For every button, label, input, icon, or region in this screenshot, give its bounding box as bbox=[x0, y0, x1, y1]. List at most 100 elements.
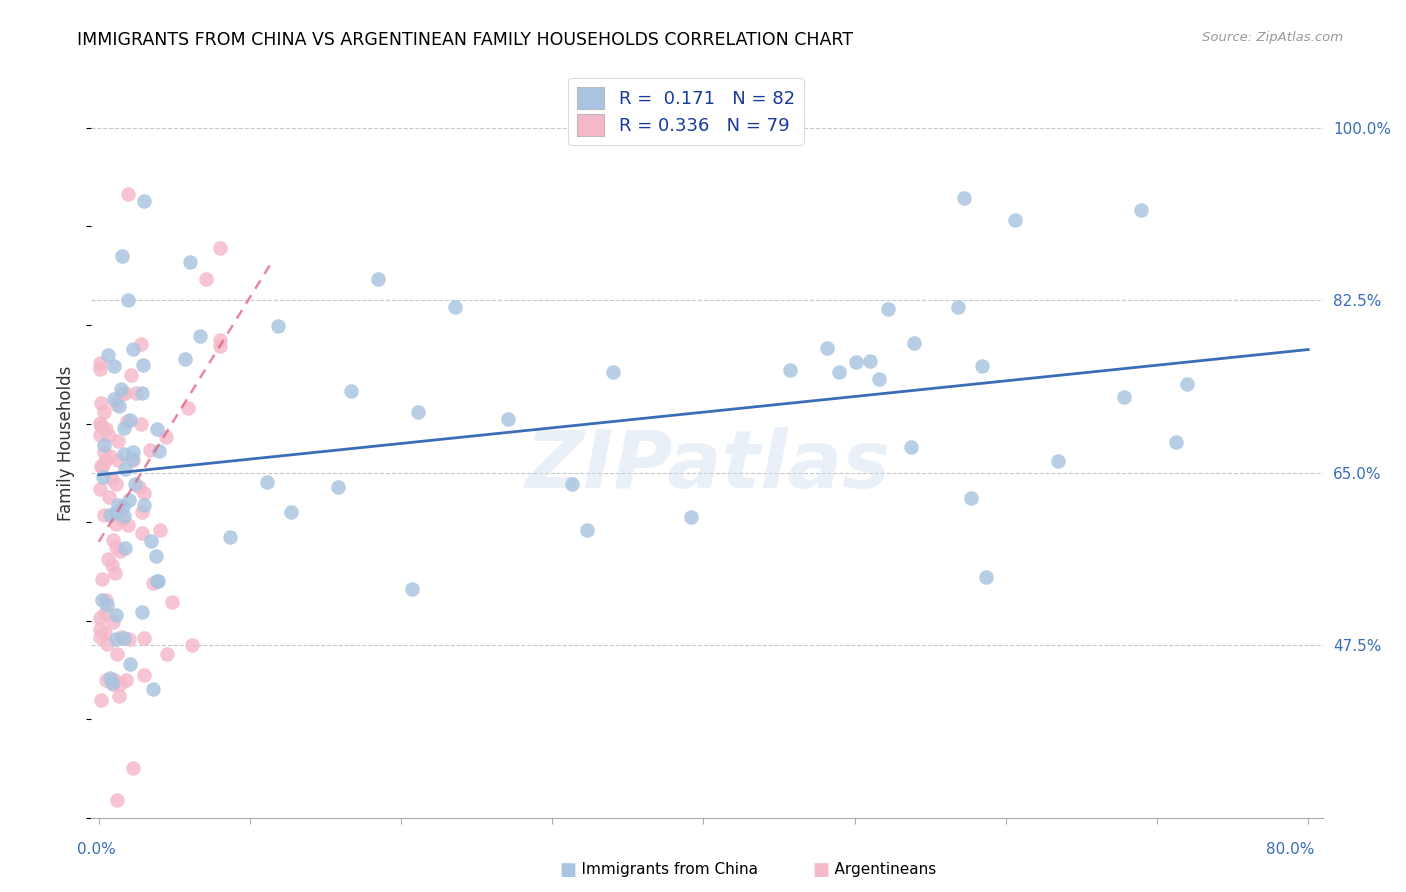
Point bbox=[208, 242, 231, 256]
Point bbox=[108, 544, 131, 558]
Point bbox=[406, 405, 429, 419]
Point bbox=[105, 607, 128, 622]
Point bbox=[105, 647, 128, 661]
Point bbox=[98, 429, 121, 443]
Point bbox=[89, 356, 111, 370]
Text: Argentineans: Argentineans bbox=[815, 863, 936, 877]
Point bbox=[256, 475, 278, 490]
Point bbox=[138, 442, 160, 457]
Point bbox=[953, 191, 976, 205]
Point bbox=[900, 441, 922, 455]
Point bbox=[155, 430, 177, 444]
Point bbox=[94, 453, 117, 467]
Point bbox=[131, 385, 153, 400]
Point bbox=[101, 615, 124, 629]
Point bbox=[120, 412, 142, 426]
Point bbox=[101, 676, 124, 690]
Point bbox=[148, 444, 170, 458]
Point bbox=[181, 638, 204, 652]
Point bbox=[93, 438, 115, 452]
Point bbox=[602, 366, 624, 380]
Point bbox=[128, 480, 150, 494]
Point bbox=[948, 300, 970, 314]
Point bbox=[877, 301, 900, 316]
Point bbox=[132, 667, 155, 681]
Point bbox=[131, 526, 153, 541]
Point bbox=[103, 533, 125, 547]
Point bbox=[117, 414, 139, 428]
Point bbox=[89, 416, 111, 430]
Point bbox=[160, 595, 183, 609]
Point bbox=[105, 505, 128, 519]
Point bbox=[100, 558, 122, 573]
Point bbox=[142, 681, 165, 696]
Point bbox=[122, 343, 145, 357]
Point bbox=[124, 477, 146, 491]
Point bbox=[815, 341, 838, 355]
Point bbox=[91, 459, 114, 474]
Point bbox=[107, 434, 129, 448]
Point bbox=[267, 319, 290, 334]
Point bbox=[401, 582, 423, 596]
Text: IMMIGRANTS FROM CHINA VS ARGENTINEAN FAMILY HOUSEHOLDS CORRELATION CHART: IMMIGRANTS FROM CHINA VS ARGENTINEAN FAM… bbox=[77, 31, 853, 49]
Point bbox=[114, 386, 136, 401]
Point bbox=[496, 412, 519, 426]
Point bbox=[326, 480, 349, 494]
Point bbox=[91, 470, 114, 484]
Point bbox=[132, 486, 155, 500]
Point bbox=[146, 422, 169, 436]
Point bbox=[1114, 390, 1136, 404]
Y-axis label: Family Households: Family Households bbox=[58, 366, 75, 521]
Point bbox=[107, 452, 129, 467]
Point bbox=[145, 549, 167, 563]
Text: 0.0%: 0.0% bbox=[77, 842, 117, 856]
Legend: R =  0.171   N = 82, R = 0.336   N = 79: R = 0.171 N = 82, R = 0.336 N = 79 bbox=[568, 78, 804, 145]
Text: ■: ■ bbox=[560, 861, 576, 879]
Point bbox=[110, 630, 132, 644]
Point bbox=[105, 517, 128, 532]
Point bbox=[146, 574, 169, 588]
Point bbox=[94, 606, 117, 620]
Point bbox=[859, 354, 882, 368]
Point bbox=[218, 530, 240, 544]
Point bbox=[96, 637, 118, 651]
Point bbox=[111, 500, 134, 514]
Point bbox=[828, 365, 851, 379]
Point bbox=[94, 626, 117, 640]
Point bbox=[103, 673, 125, 688]
Text: 80.0%: 80.0% bbox=[1267, 842, 1315, 856]
Point bbox=[97, 348, 120, 362]
Point bbox=[779, 363, 801, 377]
Point bbox=[1047, 453, 1070, 467]
Point bbox=[561, 477, 583, 491]
Point bbox=[134, 498, 156, 512]
Point bbox=[112, 509, 135, 524]
Point bbox=[110, 382, 132, 396]
Point bbox=[122, 445, 145, 459]
Point bbox=[149, 523, 172, 537]
Point bbox=[101, 677, 124, 691]
Point bbox=[104, 566, 127, 580]
Point bbox=[107, 499, 129, 513]
Point bbox=[1175, 377, 1198, 392]
Point bbox=[146, 574, 169, 588]
Point bbox=[97, 491, 120, 505]
Point bbox=[112, 446, 135, 460]
Point bbox=[681, 509, 703, 524]
Point bbox=[90, 693, 112, 707]
Point bbox=[131, 506, 153, 520]
Point bbox=[134, 631, 156, 645]
Point bbox=[90, 593, 112, 607]
Point bbox=[96, 598, 118, 612]
Point bbox=[111, 512, 134, 526]
Point bbox=[177, 401, 200, 416]
Point bbox=[118, 632, 141, 647]
Point bbox=[188, 328, 211, 343]
Point bbox=[903, 336, 925, 351]
Point bbox=[89, 623, 111, 637]
Point bbox=[129, 336, 152, 351]
Point bbox=[118, 657, 141, 672]
Point bbox=[111, 249, 134, 263]
Point bbox=[89, 362, 111, 376]
Point bbox=[104, 477, 127, 491]
